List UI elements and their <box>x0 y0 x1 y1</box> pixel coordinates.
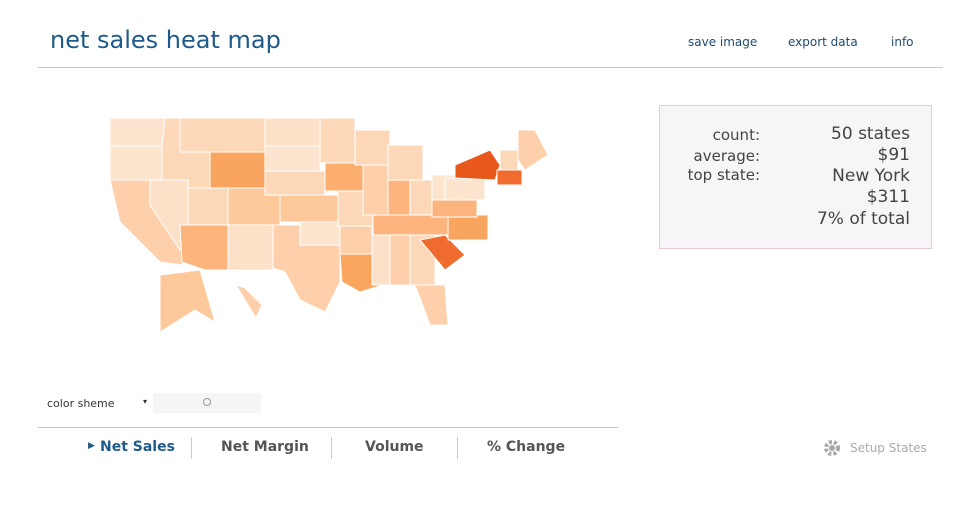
header-rule <box>38 67 943 68</box>
tab-separator <box>191 437 192 459</box>
slider-knob[interactable] <box>203 398 211 406</box>
title: net sales heat map <box>50 26 281 54</box>
tab[interactable]: Net Margin <box>221 439 309 455</box>
top-state-label: top state: <box>687 166 760 184</box>
count-value: 50 states <box>831 124 910 144</box>
us-map <box>109 117 549 333</box>
tab-separator <box>457 437 458 459</box>
color-scheme-slider[interactable] <box>153 393 261 413</box>
tabs-rule <box>38 427 618 428</box>
tab[interactable]: Volume <box>365 439 424 455</box>
count-label: count: <box>712 126 760 144</box>
export-data-link[interactable]: export data <box>788 35 858 49</box>
color-scheme-dropdown[interactable]: ▾ <box>143 397 148 406</box>
summary-panel: count: 50 states average: $91 top state:… <box>659 105 932 249</box>
gear-icon[interactable] <box>822 438 842 458</box>
save-image-link[interactable]: save image <box>688 35 758 49</box>
tab-separator <box>331 437 332 459</box>
info-link[interactable]: info <box>891 35 914 49</box>
top-state-share: 7% of total <box>816 209 910 229</box>
average-value: $91 <box>877 145 910 165</box>
tab[interactable]: % Change <box>487 439 566 455</box>
color-scheme-label: color sheme <box>47 397 115 410</box>
top-state-value: New York <box>832 166 910 186</box>
tab[interactable]: Net Sales <box>100 439 175 455</box>
active-tab-marker: ▶ <box>88 441 95 451</box>
average-label: average: <box>693 147 760 165</box>
top-state-sales: $311 <box>866 187 910 207</box>
setup-states-button[interactable]: Setup States <box>850 441 927 455</box>
